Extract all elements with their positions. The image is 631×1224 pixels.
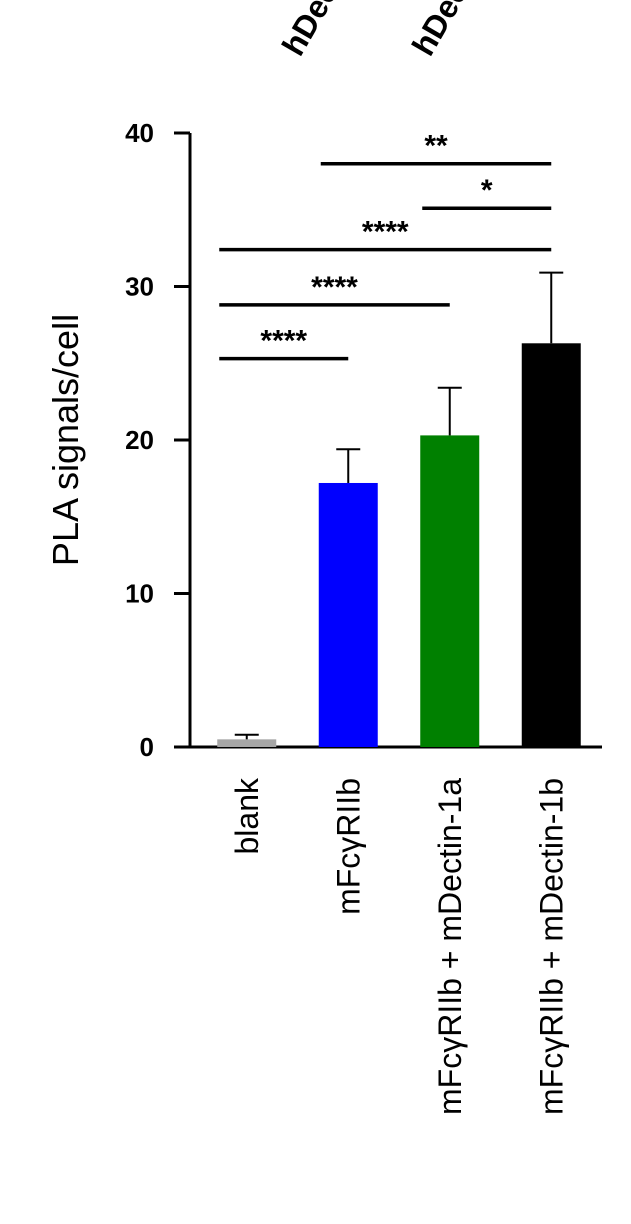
bar-2 [420,435,480,747]
x-category-label-1: mFcγRIIb [330,778,366,915]
x-category-label-0: blank [229,777,265,855]
y-tick-label: 40 [125,118,154,148]
bar-3 [521,343,581,747]
cropped-header-labels: hDec hDec [275,0,475,62]
significance-label-1: **** [311,271,358,304]
top-fragment-2: hDec [405,0,475,62]
significance-label-2: **** [362,216,409,249]
y-tick-label: 30 [125,272,154,302]
significance-brackets: *************** [219,130,552,361]
error-bars [234,271,564,740]
x-category-label-3: mFcγRIIb + mDectin-1b [533,778,569,1115]
x-axis-labels: blank mFcγRIIb mFcγRIIb + mDectin-1a mFcγRI… [229,777,570,1115]
significance-label-4: ** [424,130,448,163]
y-axis-label: PLA signals/cell [45,314,86,566]
bars [217,343,581,747]
y-tick-label: 0 [140,732,154,762]
bar-0 [217,739,277,747]
top-fragment-1: hDec [275,0,345,62]
x-category-label-2: mFcγRIIb + mDectin-1a [432,778,468,1115]
significance-label-0: **** [260,325,307,358]
significance-label-3: * [481,174,493,207]
y-tick-label: 10 [125,579,154,609]
bar-1 [318,482,378,747]
y-tick-label: 20 [125,425,154,455]
